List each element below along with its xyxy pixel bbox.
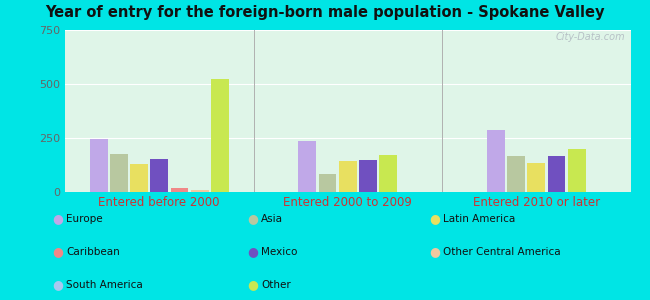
Bar [339, 161, 357, 192]
Bar [379, 155, 397, 192]
Bar [359, 160, 377, 192]
Text: Mexico: Mexico [261, 247, 298, 257]
Text: Asia: Asia [261, 214, 283, 224]
Text: ●: ● [52, 245, 63, 259]
Text: ●: ● [247, 278, 258, 292]
Text: Europe: Europe [66, 214, 103, 224]
Bar [298, 141, 317, 192]
Bar [487, 130, 505, 192]
Bar [110, 154, 128, 192]
Text: Other: Other [261, 280, 291, 290]
Bar [547, 156, 566, 192]
Text: ●: ● [429, 245, 440, 259]
Bar [211, 79, 229, 192]
Text: ●: ● [247, 212, 258, 226]
Text: Latin America: Latin America [443, 214, 515, 224]
Text: ●: ● [52, 278, 63, 292]
Bar [318, 174, 337, 192]
Bar [567, 149, 586, 192]
Text: ●: ● [429, 212, 440, 226]
Text: South America: South America [66, 280, 143, 290]
Bar [507, 156, 525, 192]
Text: ●: ● [247, 245, 258, 259]
Bar [527, 163, 545, 192]
Text: Caribbean: Caribbean [66, 247, 120, 257]
Text: Other Central America: Other Central America [443, 247, 561, 257]
Bar [190, 190, 209, 192]
Text: Year of entry for the foreign-born male population - Spokane Valley: Year of entry for the foreign-born male … [46, 4, 605, 20]
Text: City-Data.com: City-Data.com [555, 32, 625, 42]
Bar [130, 164, 148, 192]
Bar [90, 139, 107, 192]
Bar [170, 188, 188, 192]
Text: ●: ● [52, 212, 63, 226]
Bar [150, 158, 168, 192]
